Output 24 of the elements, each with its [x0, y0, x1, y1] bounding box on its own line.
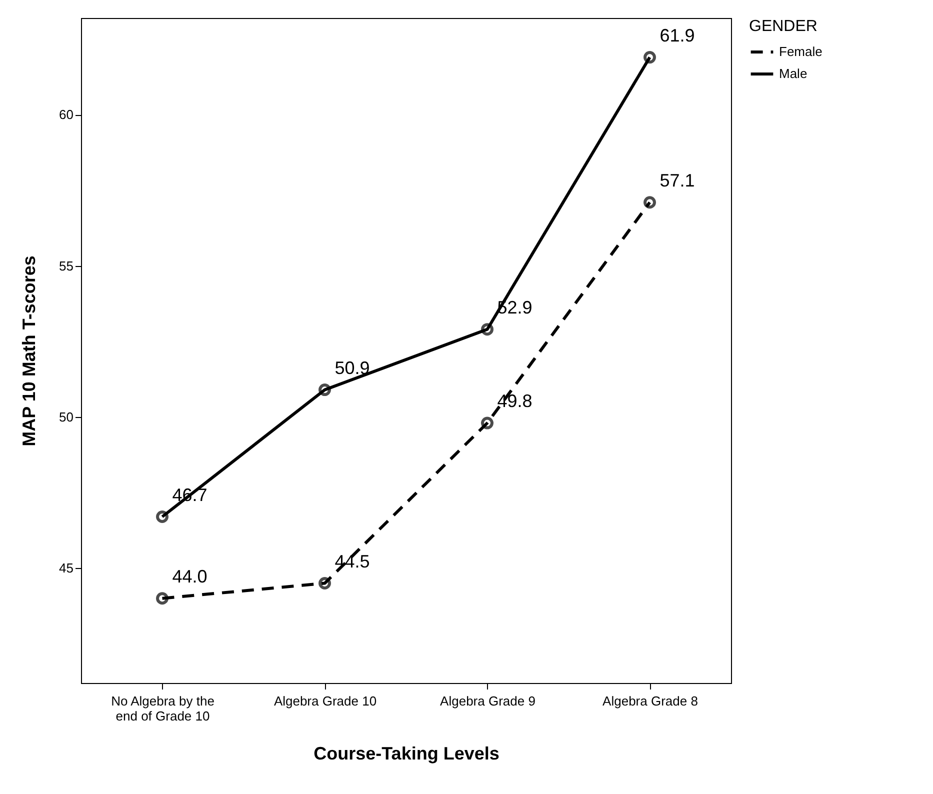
- legend-title: GENDER: [749, 18, 818, 35]
- x-tick-label: Algebra Grade 8: [602, 694, 698, 708]
- point: [481, 323, 494, 336]
- data-label: 57.1: [660, 170, 695, 190]
- y-tick-label: 45: [59, 560, 74, 576]
- point: [156, 592, 168, 605]
- x-tick-label: No Algebra by the end of Grade 10: [111, 694, 214, 724]
- y-tick-label: 50: [59, 410, 74, 424]
- data-label: 49.8: [497, 391, 532, 412]
- point: [644, 196, 656, 209]
- legend-label: Male: [779, 66, 808, 81]
- point: [318, 384, 331, 396]
- y-tick-label: 60: [59, 107, 74, 122]
- point: [318, 577, 331, 590]
- x-tick-label: Algebra Grade 10: [274, 694, 377, 708]
- data-label: 61.9: [660, 25, 695, 46]
- legend-label: Female: [779, 44, 822, 59]
- y-axis-title: MAP 10 Math T-scores: [19, 256, 40, 446]
- data-label: 50.9: [334, 358, 370, 378]
- point: [481, 416, 494, 430]
- data-label: 44.0: [172, 566, 208, 586]
- y-tick-label: 55: [59, 258, 74, 274]
- x-tick-label: Algebra Grade 9: [440, 694, 536, 708]
- x-axis-title: Course-Taking Levels: [314, 744, 500, 764]
